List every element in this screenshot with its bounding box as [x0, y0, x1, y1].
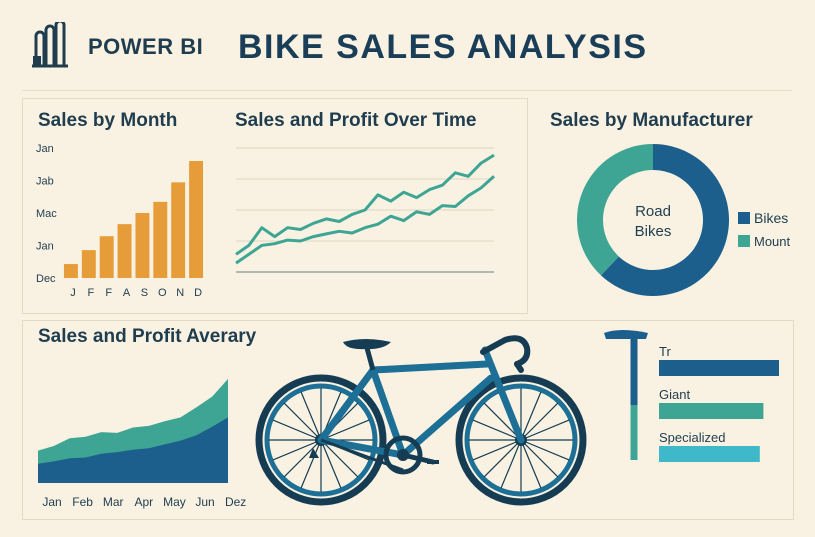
- bike-frame: [317, 346, 525, 459]
- sales-by-month-title: Sales by Month: [38, 110, 178, 131]
- sales-profit-time-title: Sales and Profit Over Time: [235, 110, 477, 131]
- bicycle-illustration: [255, 335, 587, 506]
- x-tick-label: D: [194, 287, 202, 299]
- sales-profit-average-chart: Jan Feb Mar Apr May Jun Dez: [38, 378, 246, 509]
- legend-swatch: [738, 212, 750, 224]
- seat: [343, 339, 391, 371]
- series-line-2: [235, 175, 496, 265]
- panel-top-left: [22, 98, 528, 314]
- month-bar: [81, 250, 96, 278]
- donut-slice: [600, 144, 729, 296]
- donut-center-label-2: Bikes: [635, 223, 672, 240]
- x-tick-label: S: [141, 287, 148, 299]
- month-bar: [189, 161, 204, 278]
- x-tick-label: F: [105, 287, 112, 299]
- manufacturer-bar: [659, 360, 779, 376]
- header-divider: [22, 90, 792, 91]
- seatpost-icon: [604, 330, 648, 460]
- x-tick-label: O: [158, 287, 167, 299]
- handlebar: [480, 335, 531, 373]
- page-title: BIKE SALES ANALYSIS: [238, 28, 648, 66]
- x-tick-label: F: [87, 287, 94, 299]
- crankset: [309, 435, 439, 475]
- x-tick-label: Feb: [72, 495, 93, 509]
- x-tick-label: Dez: [225, 495, 246, 509]
- manufacturer-bars-chart: Tr Giant Specialized: [659, 344, 779, 462]
- x-tick-label: Mar: [103, 495, 124, 509]
- x-tick-label: Jun: [195, 495, 214, 509]
- x-tick-label: J: [70, 287, 76, 299]
- y-tick-label: Jab: [36, 176, 54, 188]
- y-tick-label: Mac: [36, 208, 57, 220]
- y-tick-label: Jan: [36, 241, 54, 253]
- x-tick-label: A: [123, 287, 131, 299]
- bar-label: Giant: [659, 387, 690, 402]
- powerbi-logo-icon: [30, 19, 76, 68]
- sales-profit-time-chart: [235, 147, 496, 273]
- month-bar: [135, 213, 150, 278]
- x-tick-label: N: [176, 287, 184, 299]
- manufacturer-bar: [659, 403, 764, 419]
- sales-profit-average-title: Sales and Profit Averary: [38, 326, 257, 347]
- bar-label: Tr: [659, 344, 671, 359]
- x-tick-label: Jan: [42, 495, 61, 509]
- month-bar: [63, 264, 78, 278]
- bar-label: Specialized: [659, 430, 726, 445]
- area-series-2: [38, 417, 228, 483]
- donut-center-label-1: Road: [635, 203, 671, 220]
- sales-by-manufacturer-chart: Road Bikes Bikes Mount: [577, 144, 791, 296]
- month-bar: [117, 224, 132, 278]
- month-bar: [171, 182, 186, 278]
- donut-slice: [577, 144, 653, 276]
- month-bar: [99, 236, 114, 278]
- manufacturer-bar: [659, 446, 760, 462]
- legend-swatch: [738, 235, 750, 247]
- brand-label: POWER BI: [88, 34, 204, 59]
- front-wheel: [455, 374, 587, 506]
- legend-label: Bikes: [754, 210, 788, 226]
- x-tick-label: May: [163, 495, 186, 509]
- y-tick-label: Jan: [36, 143, 54, 155]
- x-tick-label: Apr: [134, 495, 153, 509]
- legend-label: Mount: [754, 234, 791, 249]
- month-bar: [153, 201, 168, 278]
- series-line-1: [235, 153, 495, 256]
- y-tick-label: Dec: [36, 273, 56, 285]
- panel-bottom: [22, 320, 794, 520]
- sales-by-manufacturer-title: Sales by Manufacturer: [550, 110, 753, 131]
